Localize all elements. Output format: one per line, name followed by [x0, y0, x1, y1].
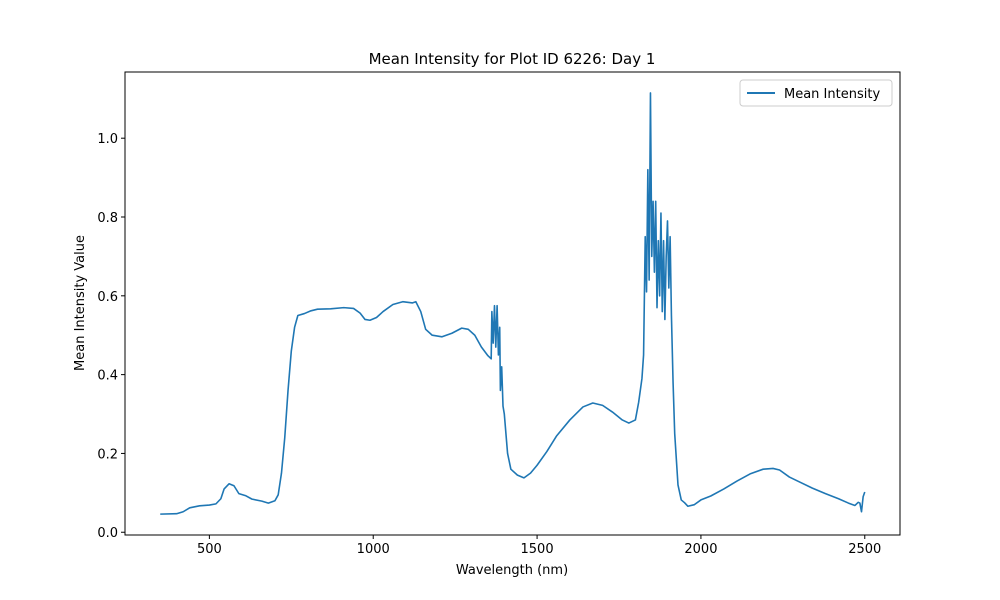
x-tick-label: 2000 [684, 542, 717, 557]
x-axis-label: Wavelength (nm) [456, 563, 568, 578]
x-tick-label: 1000 [357, 542, 390, 557]
y-tick-label: 0.4 [97, 369, 118, 384]
legend-label: Mean Intensity [784, 87, 880, 102]
plot-frame [124, 71, 901, 536]
y-tick-label: 0.2 [97, 447, 118, 462]
legend-box [739, 79, 893, 107]
y-tick-label: 0.0 [97, 526, 118, 541]
x-tick-label: 2500 [848, 542, 881, 557]
x-tick-label: 1500 [521, 542, 554, 557]
y-axis-label: Mean Intensity Value [73, 235, 88, 371]
data-line [160, 92, 866, 515]
y-tick-label: 0.6 [97, 290, 118, 305]
x-tick-label: 500 [197, 542, 222, 557]
chart-title: Mean Intensity for Plot ID 6226: Day 1 [369, 50, 656, 68]
y-tick-label: 0.8 [97, 211, 118, 226]
y-tick-label: 1.0 [97, 132, 118, 147]
